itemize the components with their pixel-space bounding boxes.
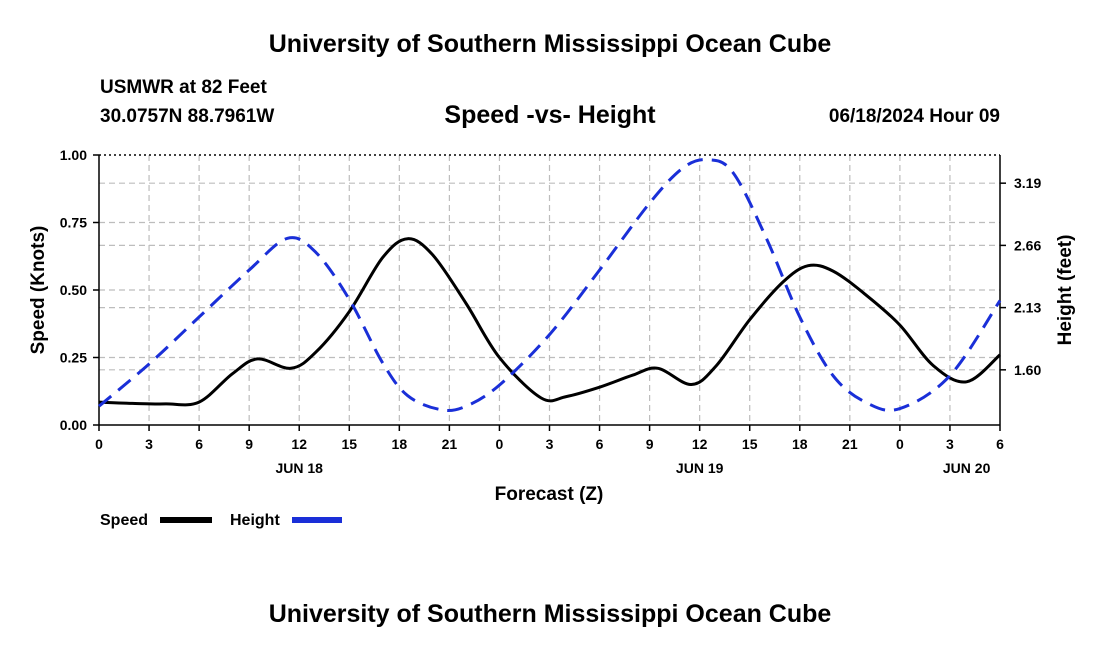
x-tick-label: 9 <box>245 436 253 452</box>
y-tick-label: 0.50 <box>60 282 87 298</box>
x-tick-label: 6 <box>596 436 604 452</box>
x-tick-label: 0 <box>896 436 904 452</box>
x-day-label: JUN 18 <box>275 460 323 476</box>
x-tick-label: 6 <box>996 436 1004 452</box>
x-tick-label: 18 <box>392 436 408 452</box>
x-tick-label: 0 <box>496 436 504 452</box>
x-tick-label: 21 <box>842 436 858 452</box>
x-tick-label: 12 <box>692 436 708 452</box>
y-tick-label: 1.00 <box>60 147 87 163</box>
legend: Speed Height <box>100 512 342 529</box>
chart-subtitle: Speed -vs- Height <box>444 101 656 129</box>
x-day-label: JUN 19 <box>676 460 724 476</box>
axes: 0 3 6 9 12 15 18 21 0 3 6 9 12 15 18 21 0 3 6 JUN 18 JUN 19 J… <box>60 147 1042 476</box>
y2-tick-label: 1.60 <box>1014 362 1041 378</box>
x-tick-label: 18 <box>792 436 808 452</box>
legend-height-label: Height <box>230 512 280 529</box>
x-axis-title: Forecast (Z) <box>495 484 604 505</box>
x-tick-label: 15 <box>341 436 357 452</box>
x-tick-label: 0 <box>95 436 103 452</box>
x-day-label: JUN 20 <box>943 460 991 476</box>
grid-lines <box>99 155 1000 425</box>
y-tick-label: 0.25 <box>60 350 87 366</box>
legend-speed-label: Speed <box>100 512 148 529</box>
y2-tick-label: 2.13 <box>1014 300 1041 316</box>
y2-axis-title: Height (feet) <box>1055 235 1076 346</box>
x-tick-label: 21 <box>442 436 458 452</box>
series-lines <box>98 158 1002 412</box>
footer-title: University of Southern Mississippi Ocean… <box>268 600 832 628</box>
station-label: USMWR at 82 Feet <box>100 77 267 98</box>
station-coordinates: 30.0757N 88.7961W <box>100 106 275 127</box>
x-tick-label: 12 <box>291 436 307 452</box>
x-tick-label: 3 <box>946 436 954 452</box>
x-tick-label: 15 <box>742 436 758 452</box>
x-tick-label: 3 <box>546 436 554 452</box>
x-tick-label: 6 <box>195 436 203 452</box>
x-tick-label: 3 <box>145 436 153 452</box>
y-axis-title: Speed (Knots) <box>28 226 49 355</box>
series-line-height <box>98 158 1002 412</box>
x-tick-label: 9 <box>646 436 654 452</box>
forecast-datetime: 06/18/2024 Hour 09 <box>828 106 1000 127</box>
y2-tick-label: 3.19 <box>1014 175 1041 191</box>
y-tick-label: 0.00 <box>60 417 87 433</box>
y-tick-label: 0.75 <box>60 215 87 231</box>
y2-tick-label: 2.66 <box>1014 237 1041 253</box>
chart-main-title: University of Southern Mississippi Ocean… <box>268 30 832 58</box>
series-line-speed <box>98 237 1001 407</box>
